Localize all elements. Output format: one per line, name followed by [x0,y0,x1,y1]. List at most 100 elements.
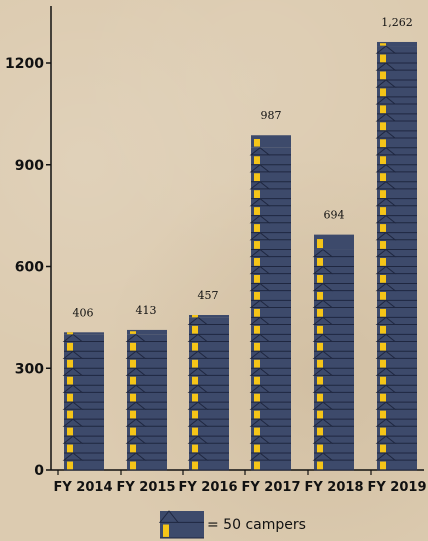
cabin-icon [249,316,291,335]
cabin-icon [249,401,291,420]
cabin-icon [62,367,104,386]
cabin-icon [187,435,229,454]
cabin-icon [249,452,291,471]
data-label: 1,262 [381,16,413,29]
cabin-icon [312,248,354,267]
cabin-icon [249,214,291,234]
cabin-icon [62,350,104,369]
cabin-icon [249,181,291,200]
cabin-icon [125,435,167,454]
data-label: 406 [73,306,94,319]
cabin-icon [249,333,291,352]
cabin-icon [375,181,417,200]
y-tick-label: 300 [15,361,44,377]
data-label: 694 [324,209,345,222]
x-tick-label: FY 2017 [241,480,300,495]
cabin-icon [375,452,417,471]
cabin-icon [312,418,354,437]
cabin-icon [249,265,291,284]
cabin-icon [187,333,229,352]
cabin-icon [312,265,354,284]
cabin-icon [375,198,417,217]
partial-cabin-icon [189,315,229,318]
bar-fy-2014 [62,332,104,471]
data-label: 413 [136,304,157,317]
cabin-icon [375,265,417,284]
cabin-icon [249,367,291,386]
y-tick-label: 600 [15,260,44,276]
cabin-icon [62,384,104,403]
legend: = 50 campers [158,510,306,539]
cabin-icon [249,418,291,437]
data-label: 457 [198,289,219,302]
cabin-icon [62,333,104,352]
cabin-icon [249,299,291,318]
cabin-icon [62,418,104,437]
cabin-icon [62,435,104,454]
cabin-icon [312,401,354,420]
cabin-icon [187,384,229,403]
cabin-icon [249,350,291,369]
cabin-icon [249,198,291,217]
bar-fy-2019 [375,41,417,471]
cabin-icon [375,418,417,437]
cabin-icon [312,350,354,369]
cabin-icon [375,282,417,301]
cabin-icon [312,384,354,403]
cabin-icon [249,248,291,267]
cabin-icon [312,367,354,386]
cabin-icon [125,350,167,369]
cabin-icon [375,350,417,369]
cabin-icon [125,384,167,403]
cabin-icon [375,214,417,234]
data-label: 987 [261,109,282,122]
bar-fy-2018 [312,234,354,471]
cabin-icon [312,282,354,301]
cabin-icon [125,401,167,420]
bars [62,41,417,471]
y-tick-label: 0 [34,463,44,479]
cabin-icon [375,231,417,251]
cabin-icon [375,62,417,81]
cabin-icon [125,418,167,437]
cabin-icon [249,384,291,403]
bar-fy-2015 [125,329,167,471]
cabin-icon [312,316,354,335]
partial-cabin-icon [377,41,417,47]
cabin-icon [375,367,417,386]
partial-cabin-icon [64,332,104,335]
y-tick-label: 1200 [5,56,44,72]
cabin-icon [375,147,417,166]
cabin-icon [249,147,291,166]
cabin-icon [187,452,229,471]
cabin-icon [187,350,229,369]
cabin-icon [158,510,204,539]
cabin-icon [312,333,354,352]
y-axis-ticks: 0 300 600 900 1200 [5,56,51,479]
cabin-icon [375,401,417,420]
cabin-icon [249,282,291,301]
cabin-icon [312,299,354,318]
cabin-icon [375,96,417,115]
partial-cabin-icon [127,329,167,335]
cabin-icon [187,418,229,437]
cabin-icon [125,452,167,471]
cabin-icon [375,45,417,64]
cabin-icon [312,435,354,454]
cabin-icon [62,401,104,420]
cabin-icon [249,435,291,454]
cabin-icon [249,231,291,251]
cabin-icon [375,316,417,335]
cabin-icon [62,452,104,471]
cabin-icon [187,401,229,420]
cabin-icon [312,452,354,471]
cabin-icon [375,164,417,183]
x-tick-label: FY 2018 [304,480,363,495]
x-tick-label: FY 2014 [53,480,112,495]
axes [50,6,424,475]
x-tick-label: FY 2016 [178,480,237,495]
cabin-icon [375,435,417,454]
cabin-icon [375,248,417,267]
y-tick-label: 900 [15,158,44,174]
